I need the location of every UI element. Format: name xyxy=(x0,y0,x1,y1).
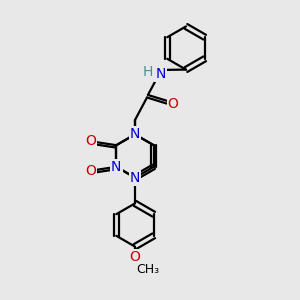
Text: O: O xyxy=(168,97,178,110)
Text: N: N xyxy=(130,171,140,184)
Text: CH₃: CH₃ xyxy=(136,263,160,276)
Text: N: N xyxy=(155,67,166,80)
Text: N: N xyxy=(130,128,140,141)
Text: N: N xyxy=(130,128,140,141)
Text: H: H xyxy=(143,65,153,79)
Text: O: O xyxy=(85,164,96,178)
Text: O: O xyxy=(85,134,96,148)
Text: N: N xyxy=(111,160,122,174)
Text: O: O xyxy=(130,250,140,264)
